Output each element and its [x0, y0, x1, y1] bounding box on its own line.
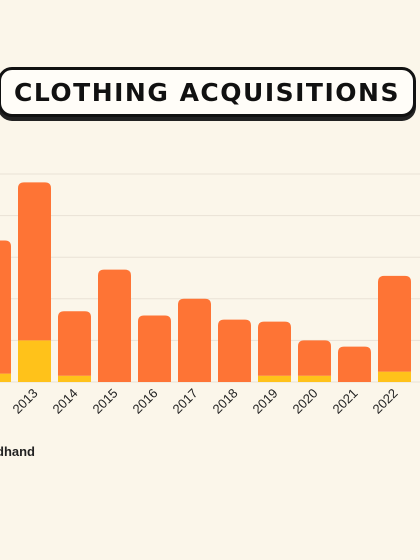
bar-secondhand-2012: [0, 373, 11, 382]
bar-series1-2013: [18, 182, 51, 341]
bar-series1-2015: [98, 269, 131, 382]
bar-series1-2014: [58, 311, 91, 376]
bar-series1-2022: [378, 275, 411, 372]
x-tick-label: 2018: [210, 386, 241, 417]
bar-secondhand-2019: [258, 375, 291, 382]
bar-series1-2012: [0, 240, 11, 374]
x-tick-label: 2016: [130, 386, 161, 417]
bar-series1-2018: [218, 319, 251, 382]
bar-secondhand-2013: [18, 340, 51, 382]
bar-secondhand-2022: [378, 371, 411, 382]
bar-series1-2020: [298, 340, 331, 376]
bar-series1-2016: [138, 315, 171, 382]
legend-label-secondhand: Secondhand: [0, 444, 35, 459]
x-tick-label: 2015: [90, 386, 121, 417]
bar-secondhand-2014: [58, 375, 91, 382]
x-tick-label: 2014: [50, 386, 81, 417]
bar-series1-2021: [338, 346, 371, 382]
chart-title-box: CLOTHING ACQUISITIONS: [0, 67, 416, 117]
x-tick-label: 2020: [290, 386, 321, 417]
legend: Secondhand: [0, 442, 35, 462]
x-tick-label: 2012: [0, 386, 1, 417]
x-tick-label: 2022: [370, 386, 401, 417]
bar-chart: 2012 2013 2014 2015 2016 2017 2018 2019 2020 2021…: [0, 173, 420, 417]
x-tick-label: 2017: [170, 386, 201, 417]
x-tick-label: 2021: [330, 386, 361, 417]
bar-series1-2017: [178, 298, 211, 382]
bar-series1-2019: [258, 321, 291, 376]
bar-secondhand-2020: [298, 375, 331, 382]
x-tick-label: 2013: [10, 386, 41, 417]
chart-title: CLOTHING ACQUISITIONS: [14, 77, 400, 107]
x-tick-label: 2019: [250, 386, 281, 417]
